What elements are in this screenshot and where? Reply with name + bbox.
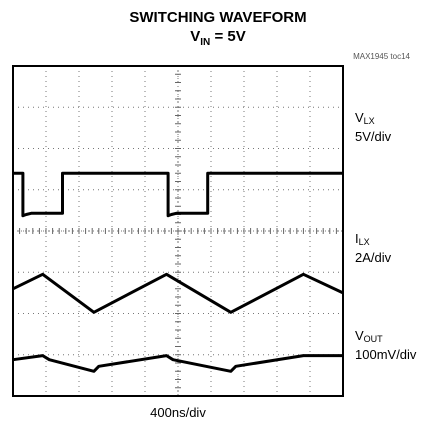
chart-title: SWITCHING WAVEFORM	[129, 9, 307, 26]
trace-vlx	[13, 171, 343, 218]
part-number: MAX1945 toc14	[353, 52, 410, 61]
channel-name-main: V	[355, 328, 364, 343]
time-scale-label: 400ns/div	[150, 405, 206, 420]
chart-subtitle: VIN = 5V	[0, 28, 436, 51]
channel-label-vout: VOUT 100mV/div	[355, 328, 416, 362]
channel-name: VLX	[355, 110, 391, 129]
channel-name-sub: LX	[358, 237, 370, 247]
channel-name: VOUT	[355, 328, 416, 347]
traces	[12, 171, 344, 373]
channel-scale: 100mV/div	[355, 347, 417, 362]
subtitle-prefix: V	[190, 28, 201, 45]
trace-vout	[12, 354, 343, 373]
channel-name: ILX	[355, 231, 391, 250]
trace-ilx	[12, 272, 344, 314]
channel-label-vlx: VLX 5V/div	[355, 110, 391, 144]
channel-scale: 5V/div	[355, 129, 392, 144]
channel-name-sub: LX	[363, 116, 375, 126]
channel-scale: 2A/div	[355, 250, 392, 265]
grid	[12, 65, 344, 397]
subtitle-subscript: IN	[200, 37, 211, 48]
subtitle-suffix: = 5V	[210, 28, 246, 45]
channel-label-ilx: ILX 2A/div	[355, 231, 391, 265]
channel-name-main: V	[355, 110, 364, 125]
channel-name-main: I	[355, 231, 359, 246]
channel-name-sub: OUT	[363, 334, 383, 344]
plot-frame	[12, 65, 344, 397]
